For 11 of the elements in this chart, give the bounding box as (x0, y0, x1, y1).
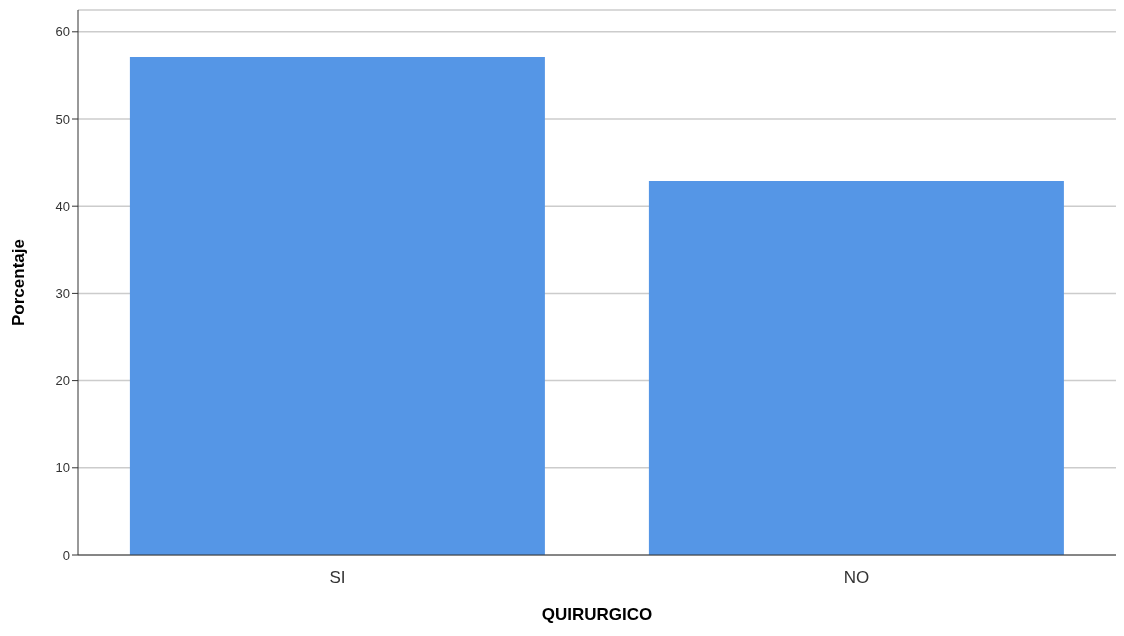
y-axis-title: Porcentaje (9, 239, 29, 326)
x-axis-title: QUIRURGICO (541, 605, 653, 624)
y-tick-label: 40 (55, 198, 70, 214)
y-tick-label: 10 (55, 460, 70, 476)
y-tick-label: 50 (55, 111, 70, 127)
x-tick-label: SI (329, 568, 346, 588)
y-tick-label: 30 (55, 286, 70, 302)
y-tick-label: 0 (62, 547, 70, 563)
y-tick-label: 20 (55, 373, 70, 389)
y-tick-label: 60 (55, 24, 70, 40)
x-tick-label: NO (843, 568, 870, 588)
